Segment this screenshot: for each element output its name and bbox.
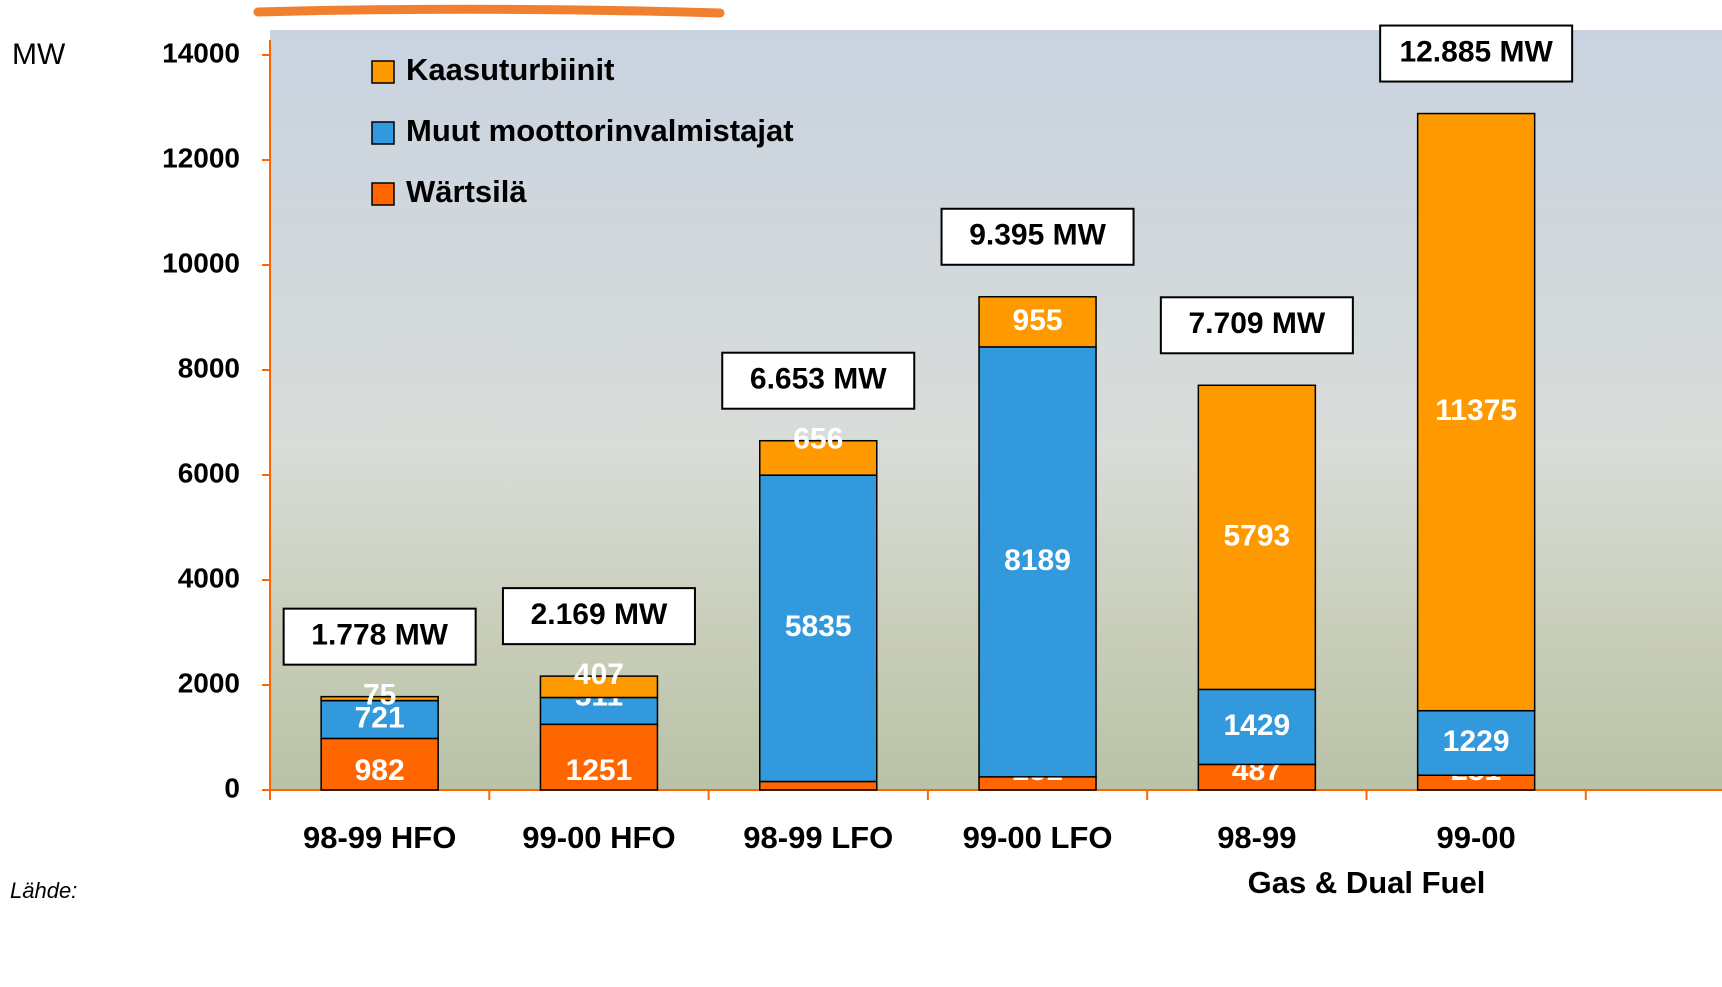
data-label: 955 [1013, 304, 1063, 337]
legend-swatch [371, 121, 395, 145]
data-label: 656 [793, 423, 843, 456]
total-label: 2.169 MW [531, 598, 668, 631]
y-tick-label: 14000 [162, 37, 240, 68]
x-tick-label: 98-99 [1217, 820, 1296, 855]
legend-label: Wärtsilä [406, 174, 527, 209]
bar-segment [978, 346, 1097, 778]
total-label: 9.395 MW [969, 219, 1106, 252]
data-label: 75 [363, 679, 396, 712]
y-tick-label: 0 [224, 772, 240, 803]
total-label: 1.778 MW [311, 619, 448, 652]
total-box [940, 207, 1135, 266]
bar-segment [978, 296, 1097, 348]
total-box [501, 587, 696, 646]
group-label: Gas & Dual Fuel [1248, 865, 1486, 900]
bar-segment [1197, 763, 1317, 791]
y-tick-label: 6000 [178, 457, 240, 488]
y-unit: MW [12, 38, 66, 71]
x-tick-label: 99-00 HFO [522, 820, 675, 855]
total-box [721, 351, 916, 410]
y-tick-label: 2000 [178, 667, 240, 698]
bar-segment [539, 675, 659, 699]
total-label: 12.885 MW [1399, 35, 1553, 68]
data-label: 721 [355, 701, 405, 734]
y-tick-label: 8000 [178, 352, 240, 383]
bar-segment [539, 723, 659, 791]
data-label: 5793 [1223, 519, 1290, 552]
data-label: 1251 [566, 754, 633, 787]
data-label: 1229 [1443, 725, 1510, 758]
bar-segment [1197, 384, 1317, 691]
data-label: 407 [574, 658, 624, 691]
source-note: Lähde: [10, 878, 77, 903]
total-box [1159, 296, 1354, 355]
bar-segment [1416, 112, 1536, 712]
data-label: 1429 [1223, 709, 1290, 742]
data-label: 8189 [1004, 544, 1071, 577]
x-tick-label: 98-99 HFO [303, 820, 456, 855]
x-tick-label: 99-00 [1437, 820, 1516, 855]
total-box [1379, 24, 1574, 83]
y-tick-label: 12000 [162, 142, 240, 173]
data-label: 982 [355, 754, 405, 787]
total-box [282, 607, 477, 666]
total-label: 7.709 MW [1188, 307, 1325, 340]
legend-swatch [371, 182, 395, 206]
x-tick-label: 98-99 LFO [743, 820, 893, 855]
data-label: 5835 [785, 610, 852, 643]
legend-label: Kaasuturbiinit [406, 52, 614, 87]
total-label: 6.653 MW [750, 363, 887, 396]
y-tick-label: 10000 [162, 247, 240, 278]
legend-swatch [371, 60, 395, 84]
legend-label: Muut moottorinvalmistajat [406, 113, 794, 148]
bar-segment [759, 439, 878, 476]
bar-segment [320, 699, 439, 740]
decoration-stroke [253, 4, 725, 18]
x-tick-label: 99-00 LFO [963, 820, 1113, 855]
data-label: 11375 [1435, 394, 1517, 427]
bar-segment [759, 474, 878, 783]
bar-segment [320, 695, 439, 702]
bar-segment [320, 737, 439, 791]
y-tick-label: 4000 [178, 562, 240, 593]
